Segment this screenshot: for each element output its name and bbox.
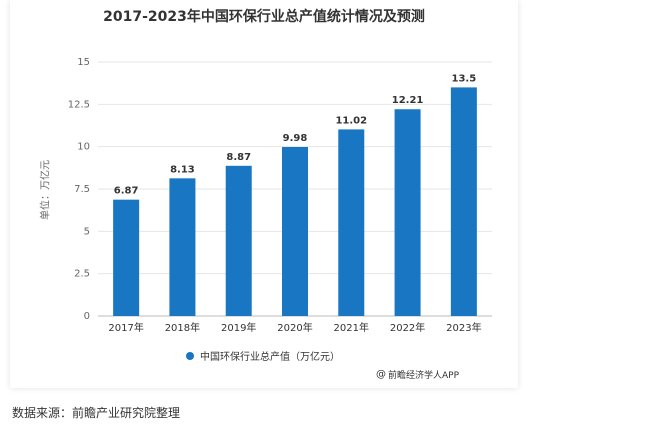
chart-title: 2017-2023年中国环保行业总产值统计情况及预测 [103,9,425,25]
x-tick-label: 2018年 [165,321,200,334]
data-label: 12.21 [392,95,424,106]
y-tick-label: 12.5 [68,99,90,110]
x-tick-label: 2021年 [334,321,369,334]
y-tick-label: 7.5 [74,184,90,195]
data-label: 6.87 [114,186,139,197]
data-label: 11.02 [335,115,367,126]
bar [338,129,365,316]
legend: 中国环保行业总产值（万亿元） [186,348,340,363]
bar [394,109,421,316]
at-sign-icon: @ [376,369,386,380]
bar-chart-plot: 0 2.5 5 7.5 10 12.5 15 6.87 2017年 8.13 2018年 8.87 20… [68,57,492,334]
bar [113,199,140,316]
data-label: 9.98 [283,133,308,144]
bar [169,178,196,316]
source-note: 数据来源：前瞻产业研究院整理 [12,406,181,420]
bar [450,87,477,317]
y-tick-label: 5 [84,226,90,237]
y-tick-label: 15 [77,57,90,68]
y-tick-label: 10 [77,142,90,153]
legend-label: 中国环保行业总产值（万亿元） [200,352,340,363]
x-tick-label: 2022年 [390,321,425,334]
data-label: 13.5 [452,73,477,84]
bar [282,147,308,316]
x-tick-label: 2023年 [446,321,481,334]
credit: @ 前瞻经济学人APP [376,368,459,381]
credit-text: 前瞻经济学人APP [388,371,460,381]
data-label: 8.13 [170,164,195,175]
y-tick-label: 0 [84,311,90,322]
data-label: 8.87 [226,152,251,163]
chart-card: 2017-2023年中国环保行业总产值统计情况及预测 单位：万亿元 0 2.5 5 7… [10,0,518,388]
x-tick-label: 2020年 [277,321,312,334]
legend-swatch [186,351,194,360]
bar [225,165,252,316]
y-tick-label: 2.5 [74,269,90,280]
x-tick-label: 2019年 [221,321,256,334]
x-tick-label: 2017年 [108,321,143,334]
